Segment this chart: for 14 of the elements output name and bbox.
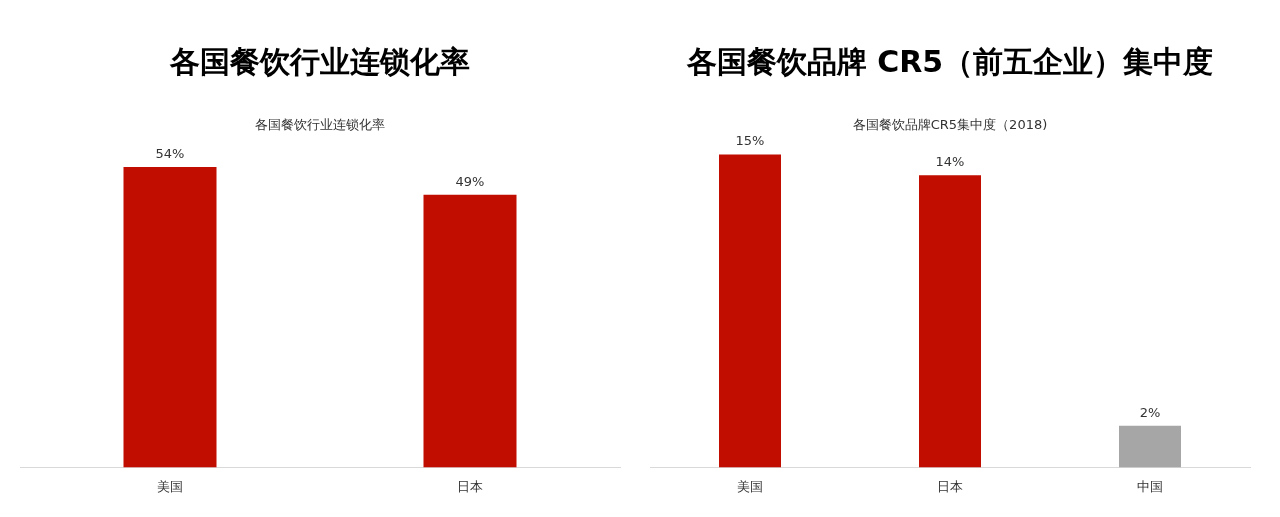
x-tick-label: 美国 <box>737 478 763 494</box>
chart-subtitle: 各国餐饮品牌CR5集中度（2018) <box>852 117 1048 133</box>
chart-title: 各国餐饮行业连锁化率 <box>169 43 471 81</box>
chart-subtitle: 各国餐饮行业连锁化率 <box>255 117 385 133</box>
x-tick-label: 日本 <box>937 478 963 494</box>
data-label: 14% <box>935 154 965 170</box>
x-tick-label: 中国 <box>1137 478 1163 494</box>
data-label: 15% <box>735 133 765 149</box>
x-tick-label: 日本 <box>457 478 483 494</box>
x-tick-label: 美国 <box>157 478 183 494</box>
data-label: 54% <box>155 145 185 161</box>
data-label: 2% <box>1139 404 1161 420</box>
chart-title: 各国餐饮品牌 CR5（前五企业）集中度 <box>685 43 1215 81</box>
data-label: 49% <box>455 173 485 189</box>
